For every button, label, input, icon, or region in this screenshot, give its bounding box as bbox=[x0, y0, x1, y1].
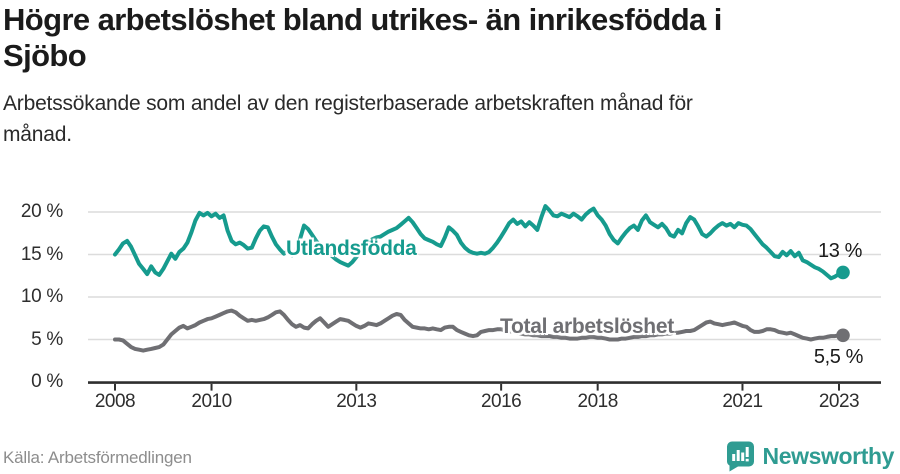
series-line-0 bbox=[113, 204, 845, 281]
x-tick-label: 2023 bbox=[818, 391, 860, 412]
x-tick-label: 2010 bbox=[191, 391, 232, 412]
page-title: Högre arbetslöshet bland utrikes- än inr… bbox=[3, 2, 893, 74]
source-note: Källa: Arbetsförmedlingen bbox=[3, 448, 192, 467]
series-end-dot-0 bbox=[836, 265, 850, 280]
series-label-total-arbetsloshet: Total arbetslöshet bbox=[500, 315, 674, 338]
subtitle-line-1: Arbetssökande som andel av den registerb… bbox=[3, 92, 693, 115]
brand-logo: Newsworthy bbox=[726, 441, 894, 472]
x-tick-label: 2008 bbox=[94, 391, 136, 412]
chart-subtitle: Arbetssökande som andel av den registerb… bbox=[3, 88, 863, 150]
x-tick-label: 2016 bbox=[480, 391, 522, 412]
end-value-label-total: 5,5 % bbox=[813, 346, 864, 368]
y-tick-label: 15 % bbox=[20, 243, 63, 265]
title-line-1: Högre arbetslöshet bland utrikes- än inr… bbox=[3, 2, 722, 37]
title-line-2: Sjöbo bbox=[3, 38, 87, 73]
series-line-1 bbox=[113, 308, 845, 353]
series-label-utlandsfodda: Utlandsfödda bbox=[286, 237, 417, 260]
x-tick-label: 2013 bbox=[336, 391, 377, 412]
newsworthy-icon bbox=[726, 441, 754, 472]
y-tick-label: 20 % bbox=[20, 201, 63, 222]
series-end-dot-1 bbox=[836, 328, 850, 343]
y-tick-label: 0 % bbox=[31, 371, 63, 392]
y-tick-label: 10 % bbox=[20, 286, 63, 307]
x-tick-label: 2018 bbox=[577, 391, 619, 412]
end-value-label-utlandsfodda: 13 % bbox=[818, 240, 862, 262]
x-tick-label: 2021 bbox=[722, 391, 763, 412]
y-tick-label: 5 % bbox=[31, 328, 63, 350]
brand-wordmark: Newsworthy bbox=[762, 443, 895, 469]
subtitle-line-2: månad. bbox=[3, 123, 72, 146]
